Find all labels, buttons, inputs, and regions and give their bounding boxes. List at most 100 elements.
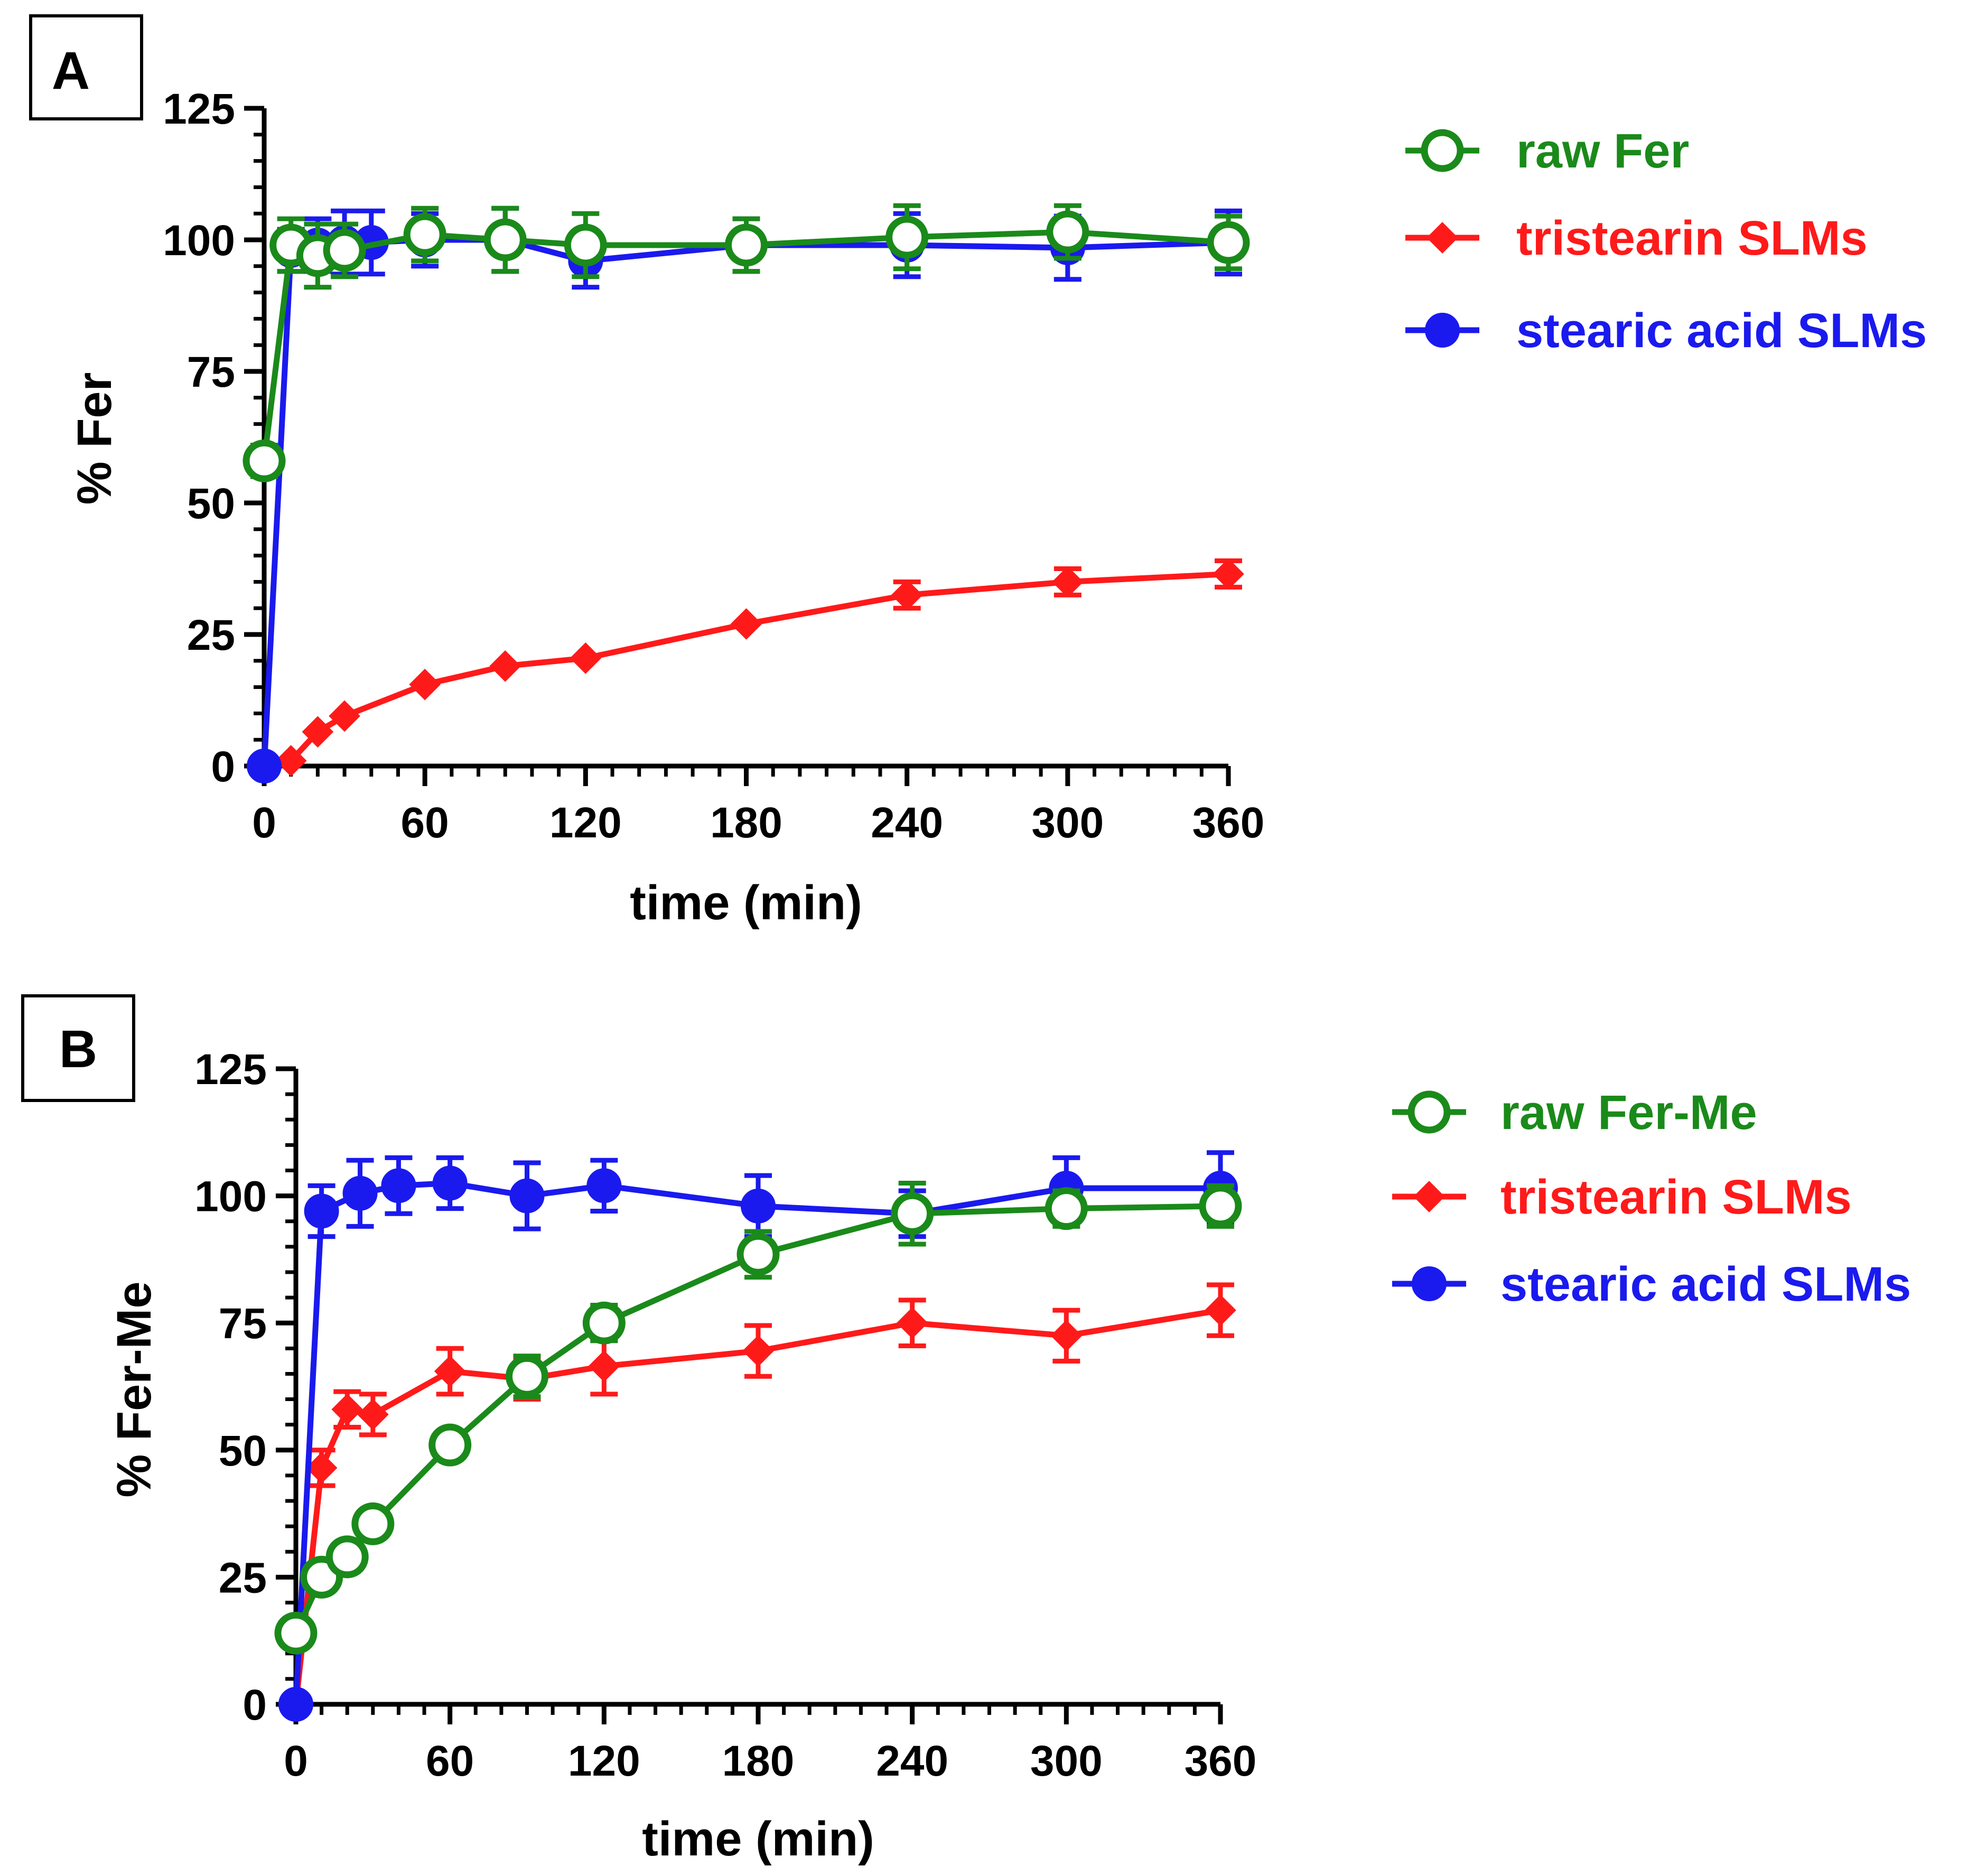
x-axis-title: time (min) [642, 1812, 874, 1866]
data-point [489, 650, 521, 682]
series-raw [274, 1181, 1242, 1655]
y-tick-label: 125 [194, 1046, 267, 1094]
panel-label-box [21, 994, 135, 1102]
series-line [263, 571, 1229, 769]
data-point [302, 716, 334, 748]
x-tick-label: 240 [876, 1737, 948, 1785]
legend-label: raw Fer-Me [1500, 1086, 1757, 1140]
data-point [741, 1188, 776, 1224]
data-point [304, 1193, 339, 1229]
data-point [742, 1335, 774, 1367]
panel-b: B 0 25 50 75 100 125 0 60 120 180 240 300 360 time (mi… [21, 994, 1911, 1866]
panel-label: A [52, 41, 90, 100]
y-axis-title: % Fer-Me [107, 1282, 161, 1498]
panel-label-box [29, 14, 143, 120]
data-point [331, 1393, 363, 1425]
data-point [1213, 558, 1244, 590]
data-point [325, 1535, 369, 1579]
y-tick-label: 75 [187, 348, 235, 396]
data-point [434, 1355, 466, 1387]
x-tick-label: 300 [1030, 1737, 1103, 1785]
legend-marker [1413, 1181, 1445, 1212]
data-point [891, 1192, 934, 1235]
panel-label: B [59, 1020, 97, 1079]
x-tick-label: 0 [284, 1737, 308, 1785]
legend-entry: raw Fer-Me [1392, 1086, 1757, 1140]
legend-marker [1412, 1266, 1447, 1301]
data-point [1045, 1187, 1088, 1230]
data-point [730, 608, 762, 640]
data-point [247, 749, 282, 783]
legend-label: stearic acid SLMs [1500, 1257, 1911, 1311]
legend-entry: tristearin SLMs [1405, 211, 1868, 265]
panel-a: A 0 25 50 75 100 125 0 60 120 180 240 300 360 time (mi… [29, 14, 1927, 930]
data-point [274, 1611, 318, 1655]
data-point [278, 1687, 313, 1722]
x-axis-title: time (min) [630, 876, 862, 930]
legend-entry: tristearin SLMs [1392, 1170, 1852, 1224]
data-point [351, 1502, 395, 1545]
y-tick-label: 50 [187, 480, 235, 528]
legend-marker [1407, 1090, 1451, 1134]
x-tick-label: 360 [1192, 799, 1265, 847]
series-line [261, 237, 1229, 767]
x-tick-label: 180 [722, 1737, 795, 1785]
y-tick-label: 25 [219, 1554, 267, 1602]
data-point [564, 223, 607, 267]
data-point [1207, 221, 1250, 264]
x-tick-label: 180 [710, 799, 782, 847]
x-tick-label: 300 [1031, 799, 1104, 847]
legend-entry: stearic acid SLMs [1392, 1257, 1911, 1311]
legend-entry: stearic acid SLMs [1405, 304, 1927, 358]
x-tick-label: 240 [871, 799, 943, 847]
data-point [409, 668, 441, 701]
data-point [725, 223, 768, 267]
data-point [1199, 1184, 1242, 1228]
data-point [243, 439, 286, 482]
x-tick-label: 60 [401, 799, 449, 847]
data-point [570, 642, 602, 674]
y-tick-label: 25 [187, 611, 235, 659]
data-point [506, 1355, 548, 1398]
legend-marker [1421, 129, 1464, 172]
legend-marker [1426, 222, 1458, 254]
data-point [1205, 1294, 1236, 1326]
data-point [342, 1175, 378, 1211]
y-tick-label: 75 [219, 1300, 267, 1348]
data-point [1046, 210, 1089, 254]
legend-label: tristearin SLMs [1500, 1170, 1852, 1224]
series-tristearin [280, 1282, 1236, 1720]
data-point [381, 1168, 416, 1203]
data-point [403, 213, 446, 256]
data-point [1050, 1320, 1083, 1352]
y-tick-label: 0 [211, 743, 235, 791]
data-point [329, 700, 360, 732]
data-point [1052, 566, 1084, 598]
data-point [509, 1178, 545, 1214]
y-tick-label: 100 [194, 1173, 267, 1221]
legend-label: stearic acid SLMs [1516, 304, 1927, 358]
x-tick-label: 60 [426, 1737, 474, 1785]
legend-label: raw Fer [1516, 124, 1689, 178]
data-point [586, 1168, 622, 1203]
x-tick-label: 120 [549, 799, 622, 847]
data-point [275, 745, 307, 777]
x-tick-label: 120 [568, 1737, 640, 1785]
y-tick-label: 0 [243, 1681, 267, 1729]
data-point [305, 1452, 338, 1484]
data-point [428, 1423, 472, 1467]
data-point [588, 1350, 620, 1382]
x-tick-label: 360 [1185, 1737, 1257, 1785]
data-point [432, 1165, 468, 1201]
data-point [896, 1307, 928, 1339]
data-point [323, 229, 366, 272]
series-tristearin [248, 558, 1244, 782]
y-tick-label: 50 [219, 1427, 267, 1475]
data-point [357, 1398, 389, 1431]
y-tick-label: 100 [163, 217, 235, 265]
legend-entry: raw Fer [1405, 124, 1689, 178]
y-tick-label: 125 [163, 85, 235, 133]
data-point [736, 1233, 780, 1276]
data-point [582, 1301, 626, 1345]
